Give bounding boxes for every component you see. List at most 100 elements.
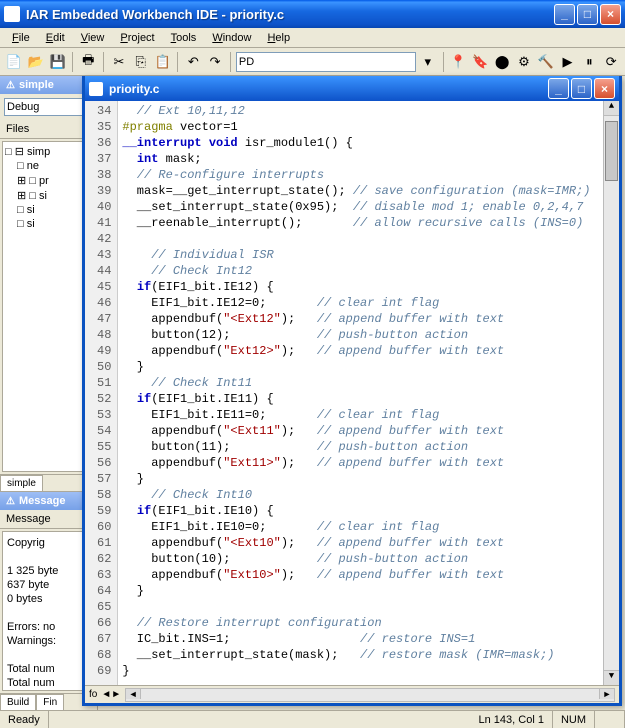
redo-button[interactable]: ↷ <box>205 51 225 73</box>
code-line[interactable]: } <box>122 663 599 679</box>
code-line[interactable]: // Individual ISR <box>122 247 599 263</box>
menu-help[interactable]: Help <box>261 30 296 46</box>
code-line[interactable]: button(10); // push-button action <box>122 551 599 567</box>
make-button[interactable]: 🔨 <box>536 51 556 73</box>
code-line[interactable]: IC_bit.INS=1; // restore INS=1 <box>122 631 599 647</box>
code-line[interactable]: EIF1_bit.IE11=0; // clear int flag <box>122 407 599 423</box>
next-bookmark-button[interactable]: 🔖 <box>470 51 490 73</box>
copy-button[interactable]: ⎘ <box>131 51 151 73</box>
editor-minimize-button[interactable]: _ <box>548 78 569 99</box>
code-line[interactable]: #pragma vector=1 <box>122 119 599 135</box>
line-number: 61 <box>97 535 111 551</box>
maximize-button[interactable]: □ <box>577 4 598 25</box>
code-line[interactable]: __set_interrupt_state(mask); // restore … <box>122 647 599 663</box>
menu-project[interactable]: Project <box>114 30 160 46</box>
open-button[interactable]: 📂 <box>26 51 46 73</box>
messages-tab-fin[interactable]: Fin <box>36 694 64 710</box>
line-number: 39 <box>97 183 111 199</box>
editor-close-button[interactable]: × <box>594 78 615 99</box>
code-area[interactable]: // Ext 10,11,12#pragma vector=1__interru… <box>118 101 603 685</box>
code-line[interactable]: } <box>122 583 599 599</box>
split-arrow-icon[interactable]: ◄► <box>101 689 121 700</box>
toolbar: 📄 📂 💾 🖶 ✂ ⎘ 📋 ↶ ↷ ▾ 📍 🔖 ⬤ ⚙ 🔨 ▶ ⏸ ⟳ <box>0 48 625 76</box>
scroll-thumb[interactable] <box>605 121 618 181</box>
line-number: 66 <box>97 615 111 631</box>
editor-maximize-button[interactable]: □ <box>571 78 592 99</box>
undo-button[interactable]: ↶ <box>183 51 203 73</box>
save-button[interactable]: 💾 <box>48 51 68 73</box>
bookmark-button[interactable]: 📍 <box>449 51 469 73</box>
toggle-bp-button[interactable]: ⬤ <box>492 51 512 73</box>
code-line[interactable]: if(EIF1_bit.IE10) { <box>122 503 599 519</box>
compile-button[interactable]: ⚙ <box>514 51 534 73</box>
print-button[interactable]: 🖶 <box>78 51 98 73</box>
line-number: 51 <box>97 375 111 391</box>
code-line[interactable]: __interrupt void isr_module1() { <box>122 135 599 151</box>
code-line[interactable]: appendbuf("Ext10>"); // append buffer wi… <box>122 567 599 583</box>
line-number: 62 <box>97 551 111 567</box>
tree-item[interactable]: □ ⊟ simp <box>5 144 92 159</box>
tree-item[interactable]: ⊞ □ si <box>5 188 92 203</box>
code-line[interactable]: // Check Int12 <box>122 263 599 279</box>
tree-item[interactable]: □ si <box>5 217 92 231</box>
messages-title-text: Message <box>19 495 65 507</box>
menu-window[interactable]: Window <box>206 30 257 46</box>
code-line[interactable]: appendbuf("Ext12>"); // append buffer wi… <box>122 343 599 359</box>
code-line[interactable]: int mask; <box>122 151 599 167</box>
code-line[interactable]: appendbuf("<Ext11"); // append buffer wi… <box>122 423 599 439</box>
paste-button[interactable]: 📋 <box>153 51 173 73</box>
tree-item[interactable]: □ ne <box>5 159 92 173</box>
tree-item[interactable]: ⊞ □ pr <box>5 173 92 188</box>
tree-item[interactable]: □ si <box>5 203 92 217</box>
code-line[interactable]: button(12); // push-button action <box>122 327 599 343</box>
code-line[interactable]: __set_interrupt_state(0x95); // disable … <box>122 199 599 215</box>
horizontal-scrollbar[interactable] <box>125 688 615 702</box>
code-line[interactable]: appendbuf("<Ext12"); // append buffer wi… <box>122 311 599 327</box>
line-number: 67 <box>97 631 111 647</box>
code-line[interactable]: } <box>122 359 599 375</box>
line-gutter: 3435363738394041424344454647484950515253… <box>85 101 118 685</box>
menu-view[interactable]: View <box>75 30 111 46</box>
code-line[interactable] <box>122 231 599 247</box>
message-line: 637 byte <box>7 578 90 592</box>
code-line[interactable]: button(11); // push-button action <box>122 439 599 455</box>
code-line[interactable]: appendbuf("<Ext10"); // append buffer wi… <box>122 535 599 551</box>
new-button[interactable]: 📄 <box>4 51 24 73</box>
code-line[interactable]: // Check Int10 <box>122 487 599 503</box>
search-combo[interactable] <box>236 52 416 72</box>
line-number: 46 <box>97 295 111 311</box>
code-line[interactable]: // Check Int11 <box>122 375 599 391</box>
code-editor[interactable]: 3435363738394041424344454647484950515253… <box>85 101 619 685</box>
line-number: 40 <box>97 199 111 215</box>
code-line[interactable]: __reenable_interrupt(); // allow recursi… <box>122 215 599 231</box>
code-line[interactable]: EIF1_bit.IE12=0; // clear int flag <box>122 295 599 311</box>
code-line[interactable] <box>122 599 599 615</box>
code-line[interactable]: // Restore interrupt configuration <box>122 615 599 631</box>
stop-button[interactable]: ⏸ <box>579 51 599 73</box>
menu-edit[interactable]: Edit <box>40 30 71 46</box>
menu-tools[interactable]: Tools <box>165 30 203 46</box>
messages-tab-build[interactable]: Build <box>0 694 36 710</box>
minimize-button[interactable]: _ <box>554 4 575 25</box>
code-line[interactable]: // Re-configure interrupts <box>122 167 599 183</box>
menu-file[interactable]: File <box>6 30 36 46</box>
code-line[interactable]: } <box>122 471 599 487</box>
line-number: 49 <box>97 343 111 359</box>
code-line[interactable]: EIF1_bit.IE10=0; // clear int flag <box>122 519 599 535</box>
code-line[interactable]: // Ext 10,11,12 <box>122 103 599 119</box>
editor-titlebar[interactable]: priority.c _ □ × <box>85 76 619 101</box>
code-line[interactable]: if(EIF1_bit.IE12) { <box>122 279 599 295</box>
workspace-tab[interactable]: simple <box>0 475 43 491</box>
debug-button[interactable]: ▶ <box>558 51 578 73</box>
find-button[interactable]: ▾ <box>418 51 438 73</box>
line-number: 36 <box>97 135 111 151</box>
code-line[interactable]: appendbuf("Ext11>"); // append buffer wi… <box>122 455 599 471</box>
restart-button[interactable]: ⟳ <box>601 51 621 73</box>
cut-button[interactable]: ✂ <box>109 51 129 73</box>
vertical-scrollbar[interactable] <box>603 101 619 685</box>
close-button[interactable]: × <box>600 4 621 25</box>
line-number: 64 <box>97 583 111 599</box>
config-combo[interactable]: Debug <box>4 98 93 116</box>
code-line[interactable]: if(EIF1_bit.IE11) { <box>122 391 599 407</box>
code-line[interactable]: mask=__get_interrupt_state(); // save co… <box>122 183 599 199</box>
